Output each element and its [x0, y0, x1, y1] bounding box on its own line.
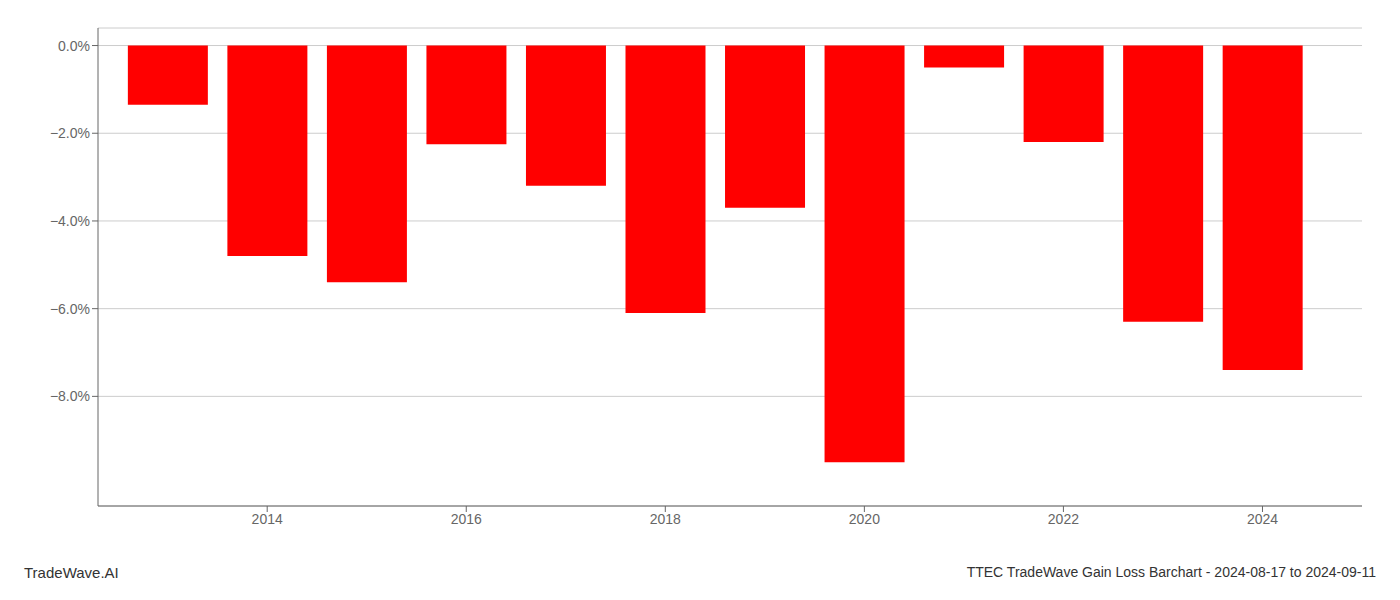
- svg-text:−8.0%: −8.0%: [50, 388, 90, 404]
- svg-text:2018: 2018: [650, 511, 681, 527]
- svg-text:−4.0%: −4.0%: [50, 213, 90, 229]
- svg-text:2016: 2016: [451, 511, 482, 527]
- svg-text:2024: 2024: [1247, 511, 1278, 527]
- svg-text:0.0%: 0.0%: [58, 38, 90, 54]
- svg-text:2020: 2020: [849, 511, 880, 527]
- html-text:TradeWave.AI: TradeWave.AI: [24, 563, 119, 581]
- svg-text:−6.0%: −6.0%: [50, 301, 90, 317]
- svg-text:2014: 2014: [252, 511, 283, 527]
- svg-text:2022: 2022: [1048, 511, 1079, 527]
- html-text:TTEC TradeWave Gain Loss Barch: TTEC TradeWave Gain Loss Barchart - 2024…: [966, 564, 1376, 580]
- svg-text:−2.0%: −2.0%: [50, 125, 90, 141]
